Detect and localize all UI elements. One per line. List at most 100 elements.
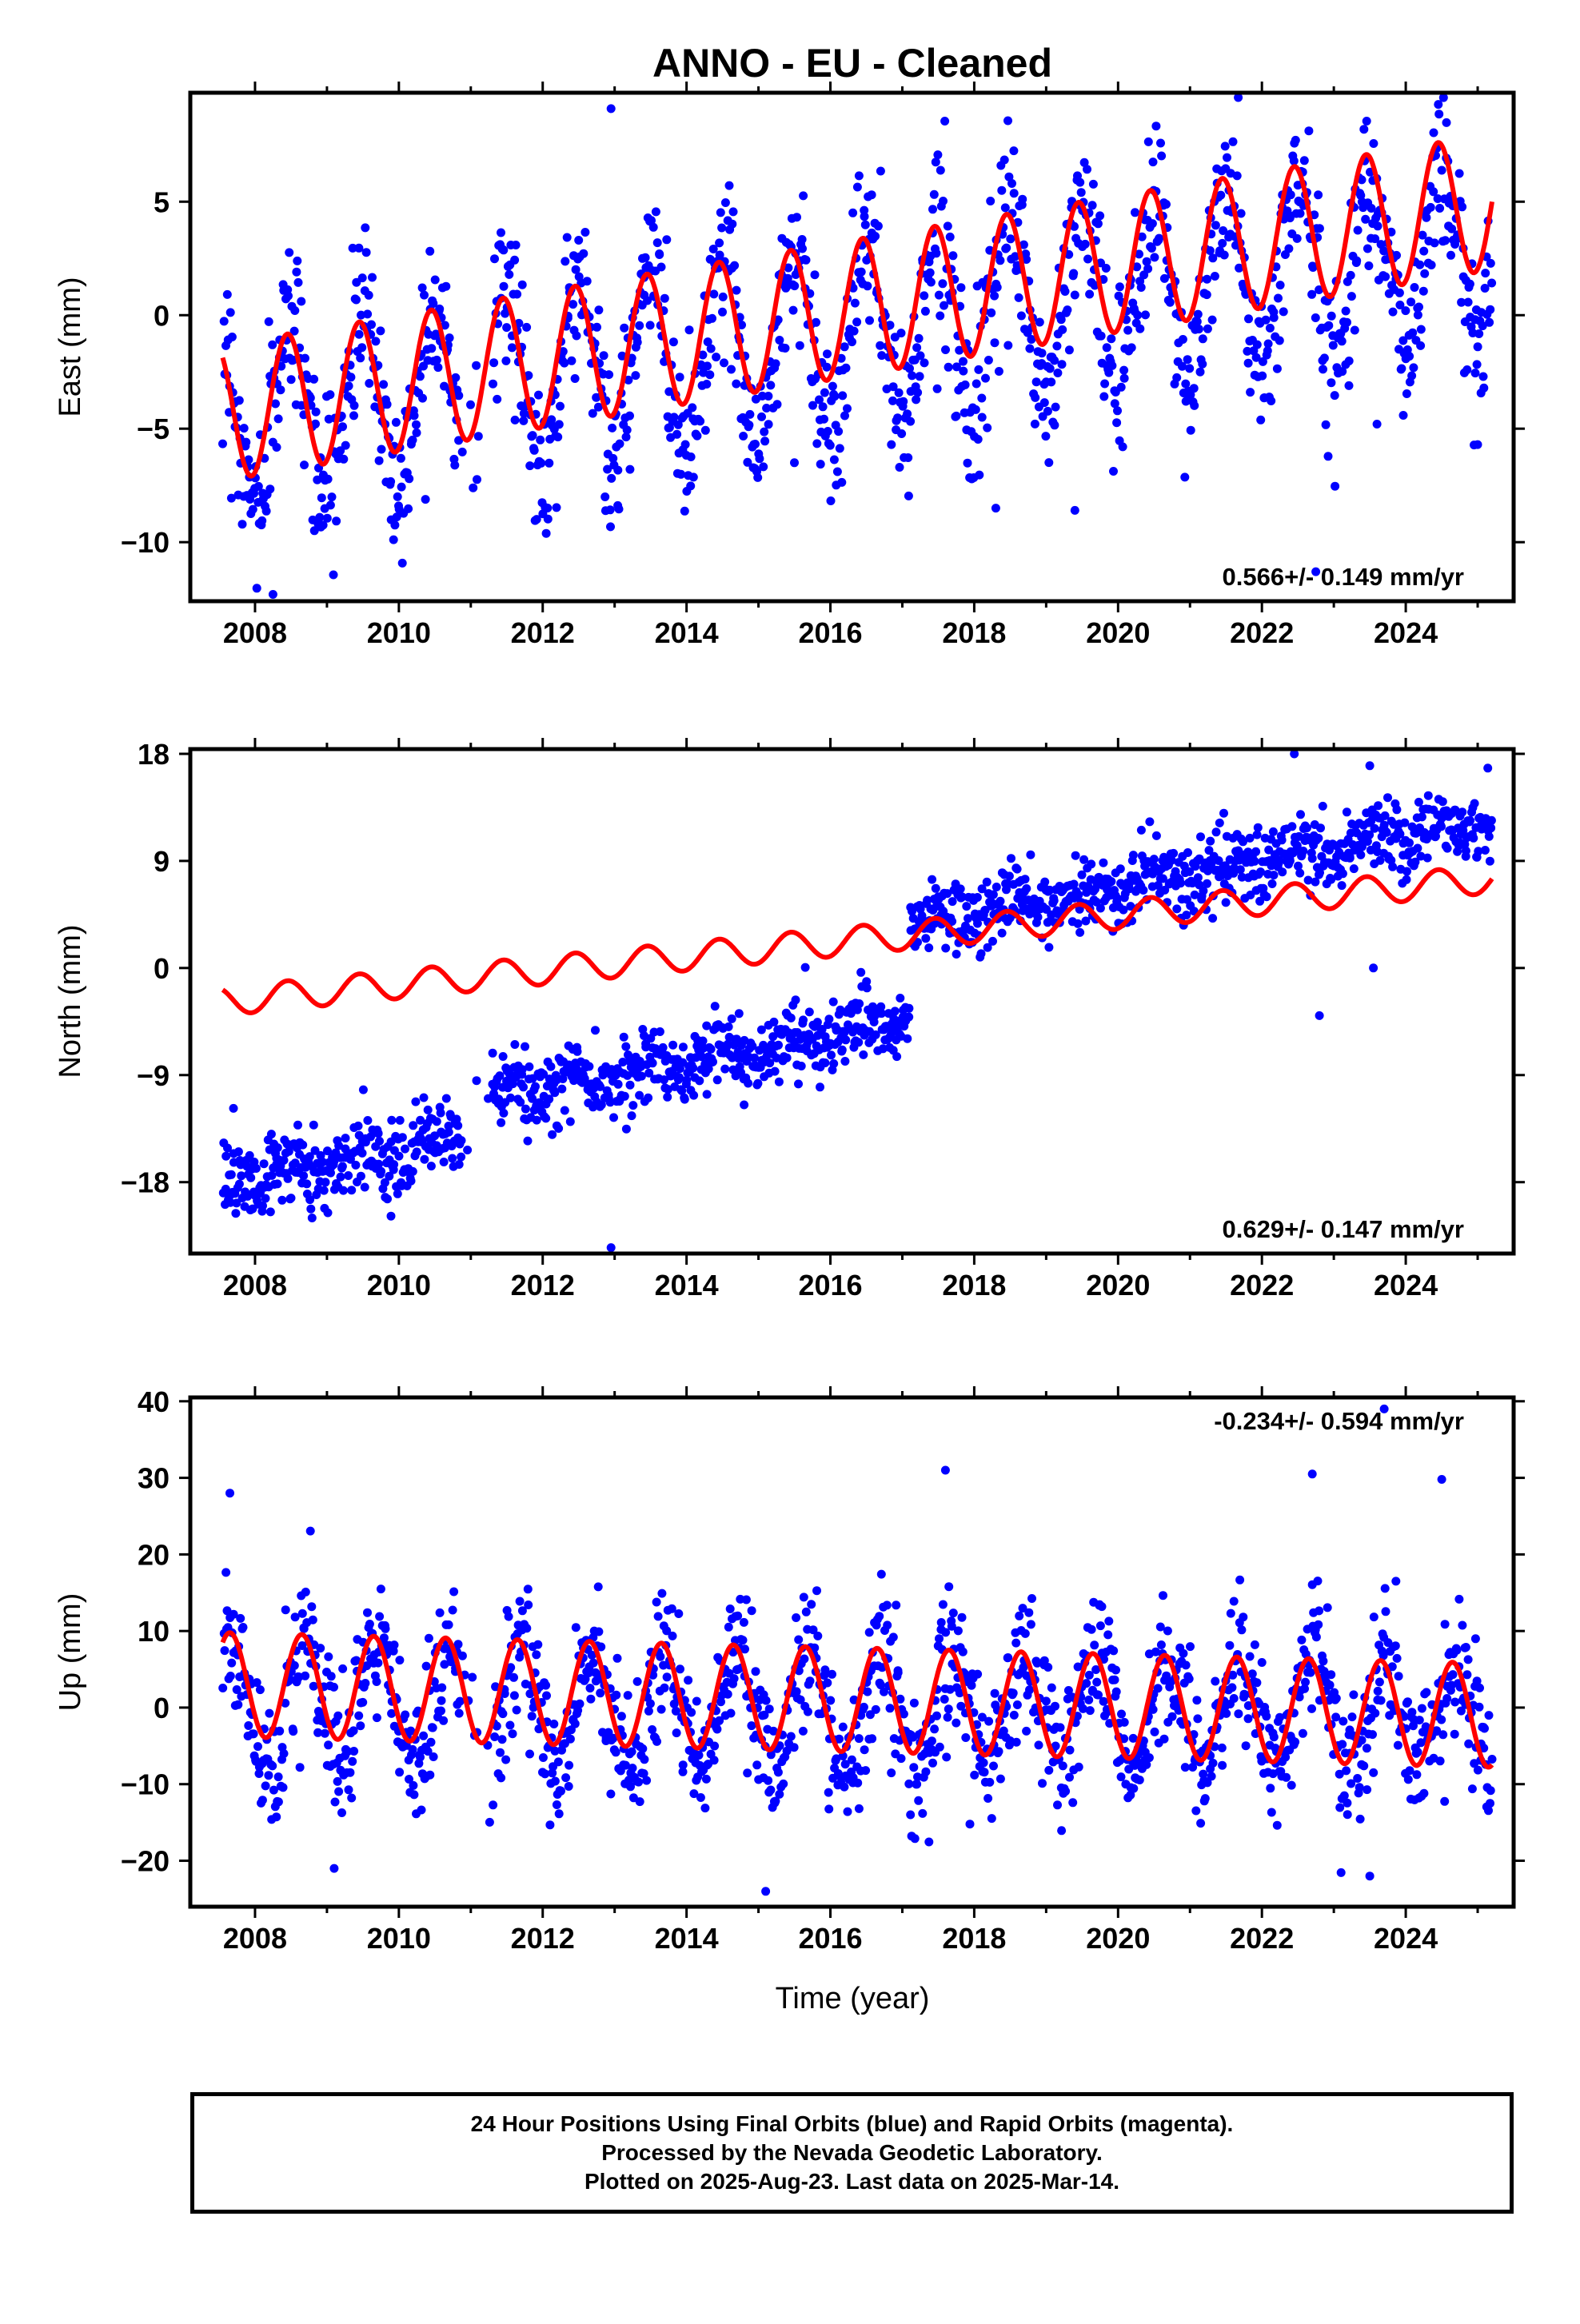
data-point: [1186, 1642, 1195, 1652]
data-point: [1239, 1689, 1249, 1699]
data-point: [1303, 875, 1313, 885]
data-point: [1363, 1785, 1372, 1795]
data-point: [1422, 1688, 1431, 1697]
data-point: [579, 249, 589, 258]
data-point: [1264, 845, 1274, 855]
data-point: [1188, 1763, 1198, 1772]
data-point: [517, 1606, 527, 1616]
data-point: [1362, 1744, 1371, 1753]
data-point: [1049, 896, 1059, 906]
data-point: [1180, 472, 1190, 482]
data-point: [1434, 100, 1443, 110]
data-point: [709, 289, 719, 299]
data-point: [419, 1731, 429, 1740]
data-point: [617, 351, 627, 361]
outlier-point: [329, 1864, 339, 1873]
data-point: [485, 1817, 494, 1827]
data-point: [560, 358, 569, 368]
data-point: [1063, 305, 1072, 315]
data-point: [669, 413, 679, 422]
data-point: [252, 584, 261, 593]
data-point: [794, 1079, 803, 1089]
data-point: [916, 351, 925, 361]
x-tick-label: 2022: [1230, 1269, 1294, 1302]
data-point: [1119, 365, 1129, 375]
data-point: [1127, 343, 1136, 353]
data-point: [225, 1672, 235, 1680]
data-point: [615, 439, 624, 448]
data-point: [510, 415, 520, 425]
data-point: [810, 270, 820, 280]
data-point: [1192, 1696, 1202, 1705]
data-point: [421, 1661, 431, 1671]
data-point: [285, 248, 294, 257]
data-point: [344, 1785, 353, 1795]
data-point: [1265, 323, 1275, 333]
data-point: [1394, 288, 1404, 297]
data-point: [717, 223, 727, 233]
data-point: [365, 379, 374, 388]
data-point: [622, 425, 632, 435]
data-point: [1102, 343, 1111, 353]
data-point: [740, 1644, 749, 1654]
data-point: [218, 439, 227, 448]
data-point: [379, 380, 389, 389]
data-point: [1039, 1656, 1049, 1665]
caption-line-3: Plotted on 2025-Aug-23. Last data on 202…: [584, 2169, 1120, 2194]
data-point: [662, 1672, 672, 1682]
data-point: [1368, 1730, 1377, 1740]
data-point: [986, 197, 995, 205]
data-point: [799, 1015, 808, 1025]
data-point: [1018, 1604, 1027, 1613]
data-point: [959, 366, 968, 376]
data-point: [675, 1073, 684, 1082]
data-point: [558, 347, 568, 357]
data-point: [1208, 1758, 1218, 1768]
data-point: [876, 1569, 886, 1579]
outlier-point: [1307, 1469, 1317, 1479]
data-point: [243, 1191, 253, 1201]
data-point: [232, 1685, 241, 1694]
data-point: [1244, 314, 1253, 324]
data-point: [642, 1776, 652, 1785]
data-point: [1275, 336, 1284, 345]
y-axis-label: Up (mm): [54, 1593, 87, 1712]
data-point: [920, 358, 929, 368]
data-point: [489, 358, 499, 368]
data-point: [433, 363, 443, 373]
data-point: [909, 1698, 919, 1708]
data-point: [990, 338, 999, 348]
data-point: [696, 417, 705, 426]
data-point: [755, 454, 764, 464]
data-point: [1022, 884, 1031, 893]
data-point: [432, 1117, 441, 1126]
data-point: [429, 299, 438, 308]
data-point: [943, 1712, 952, 1722]
data-point: [1232, 171, 1242, 181]
data-point: [593, 1582, 603, 1592]
data-point: [1292, 233, 1302, 243]
data-point: [945, 232, 955, 241]
data-point: [238, 1623, 248, 1632]
data-point: [1007, 854, 1015, 863]
data-point: [1441, 236, 1450, 245]
data-point: [1416, 851, 1426, 861]
data-point: [1458, 807, 1467, 817]
data-point: [451, 373, 461, 382]
data-point: [1252, 1678, 1262, 1688]
data-point: [624, 375, 633, 385]
data-point: [1058, 1761, 1067, 1771]
data-point: [995, 256, 1005, 265]
data-point: [840, 1782, 849, 1792]
data-point: [1100, 379, 1110, 389]
data-point: [395, 1115, 405, 1125]
data-point: [322, 513, 332, 523]
data-point: [450, 460, 460, 470]
data-point: [1353, 1774, 1363, 1783]
x-tick-label: 2012: [511, 616, 575, 649]
data-point: [338, 422, 347, 432]
data-point: [309, 374, 319, 384]
data-point: [546, 1062, 556, 1071]
data-point: [837, 477, 847, 487]
data-point: [491, 1682, 501, 1692]
